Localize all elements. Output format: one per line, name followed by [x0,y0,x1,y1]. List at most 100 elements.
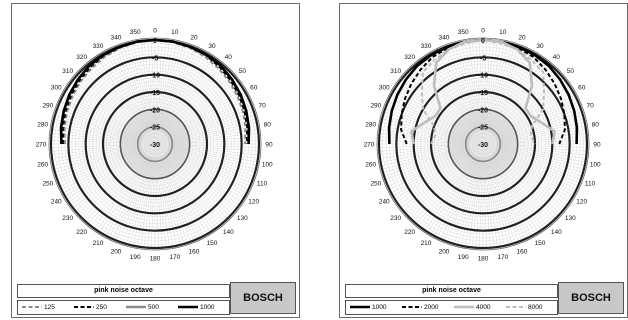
angle-tick-label: 90 [265,142,273,149]
angle-tick-label: 120 [248,199,259,206]
radial-tick-label: 0 [481,38,485,45]
legend-item-1000: 1000 [178,301,214,314]
radial-tick-label: -5 [152,55,158,62]
angle-tick-label: 160 [517,249,528,256]
angle-tick-label: 150 [535,240,546,247]
angle-tick-label: 230 [62,215,73,222]
angle-tick-label: 70 [259,103,267,110]
angle-tick-label: 270 [364,142,375,149]
angle-tick-label: 310 [390,68,401,75]
angle-tick-label: 60 [250,85,258,92]
angle-tick-label: 340 [439,34,450,41]
angle-tick-label: 180 [150,256,161,263]
legend-label: 500 [148,304,159,311]
legend-right: 1000 2000 4000 8000 [345,300,558,315]
angle-tick-label: 30 [208,43,216,50]
angle-tick-label: 60 [578,85,586,92]
series-line-125 [63,39,247,145]
chart-title-left: pink noise octave [17,284,230,298]
angle-tick-label: 70 [587,103,595,110]
angle-tick-label: 230 [390,215,401,222]
radial-ring-5 [136,125,174,163]
angle-tick-label: 280 [365,122,376,129]
angle-tick-label: 190 [130,254,141,261]
legend-swatch [178,305,198,309]
angle-tick-label: 30 [536,43,544,50]
series-line-1000 [59,38,251,145]
radial-tick-label: -30 [478,142,488,149]
radial-tick-label: 0 [153,38,157,45]
legend-item-250: 250 [74,301,107,314]
legend-swatch [454,305,474,309]
angle-tick-label: 300 [379,85,390,92]
radial-tick-label: -10 [150,73,160,80]
radial-ring-4 [447,108,519,180]
chart-title-right: pink noise octave [345,284,558,298]
legend-label: 2000 [424,304,439,311]
angle-tick-label: 330 [421,43,432,50]
angle-tick-label: 0 [481,28,485,35]
legend-swatch [22,306,42,309]
polar-core [120,109,190,179]
radial-tick-label: -20 [150,107,160,114]
angle-tick-label: 40 [225,54,233,61]
radial-tick-label: -15 [150,90,160,97]
angle-tick-label: 0 [153,28,157,35]
angle-tick-label: 130 [237,215,248,222]
angle-tick-label: 320 [404,54,415,61]
polar-frame [48,37,262,251]
legend-label: 4000 [476,304,491,311]
radial-ring-1 [67,56,243,232]
angle-tick-label: 220 [404,229,415,236]
angle-tick-label: 180 [478,256,489,263]
polar-frame [376,37,590,251]
legend-swatch [402,306,422,309]
brand-logo-right: BOSCH [558,282,624,314]
legend-item-8000: 8000 [506,301,542,314]
angle-tick-label: 270 [36,142,47,149]
angle-tick-label: 200 [111,249,122,256]
angle-tick-label: 310 [62,68,73,75]
radial-ring-3 [101,90,209,198]
legend-swatch [126,305,146,309]
legend-label: 1000 [372,304,387,311]
legend-label: 8000 [528,304,543,311]
radial-ring-5 [464,125,502,163]
polar-chart-right: 0 -5 -10 -15 -20 -25 -30 0 10 20 30 40 50 60 70 80 90 100… [364,28,601,263]
radial-tick-label: -10 [478,73,488,80]
angle-tick-label: 150 [207,240,218,247]
radial-tick-label: -15 [478,90,488,97]
legend-swatch [506,306,526,309]
angle-tick-label: 140 [223,229,234,236]
angle-tick-label: 200 [439,249,450,256]
angle-tick-label: 90 [593,142,601,149]
angle-tick-label: 80 [592,122,600,129]
angle-tick-label: 110 [585,180,596,187]
angle-tick-label: 190 [458,254,469,261]
legend-item-1000: 1000 [350,301,386,314]
angle-tick-label: 20 [190,34,198,41]
legend-swatch [350,305,370,309]
radial-tick-label: -5 [480,55,486,62]
radial-ring-1 [395,56,571,232]
legend-item-4000: 4000 [454,301,490,314]
angle-tick-label: 80 [264,122,272,129]
angle-tick-label: 260 [37,161,48,168]
angle-tick-label: 350 [130,29,141,36]
angle-tick-label: 290 [370,103,381,110]
legend-swatch [74,306,94,309]
angle-tick-label: 100 [262,161,273,168]
angle-tick-label: 40 [553,54,561,61]
legend-label: 125 [44,304,55,311]
polar-chart-panel-left: 0 -5 -10 -15 -20 -25 -30 0 10 20 30 40 50 60 70 80 90 100… [11,3,300,318]
polar-chart-left: 0 -5 -10 -15 -20 -25 -30 0 10 20 30 40 50 60 70 80 90 100… [36,28,273,263]
angle-tick-label: 210 [93,240,104,247]
legend-item-125: 125 [22,301,55,314]
angle-tick-label: 300 [51,85,62,92]
brand-logo-left: BOSCH [230,282,296,314]
angle-tick-label: 170 [169,254,180,261]
angle-tick-label: 340 [111,34,122,41]
polar-core [448,109,518,179]
legend-label: 1000 [200,304,215,311]
legend-label: 250 [96,304,107,311]
